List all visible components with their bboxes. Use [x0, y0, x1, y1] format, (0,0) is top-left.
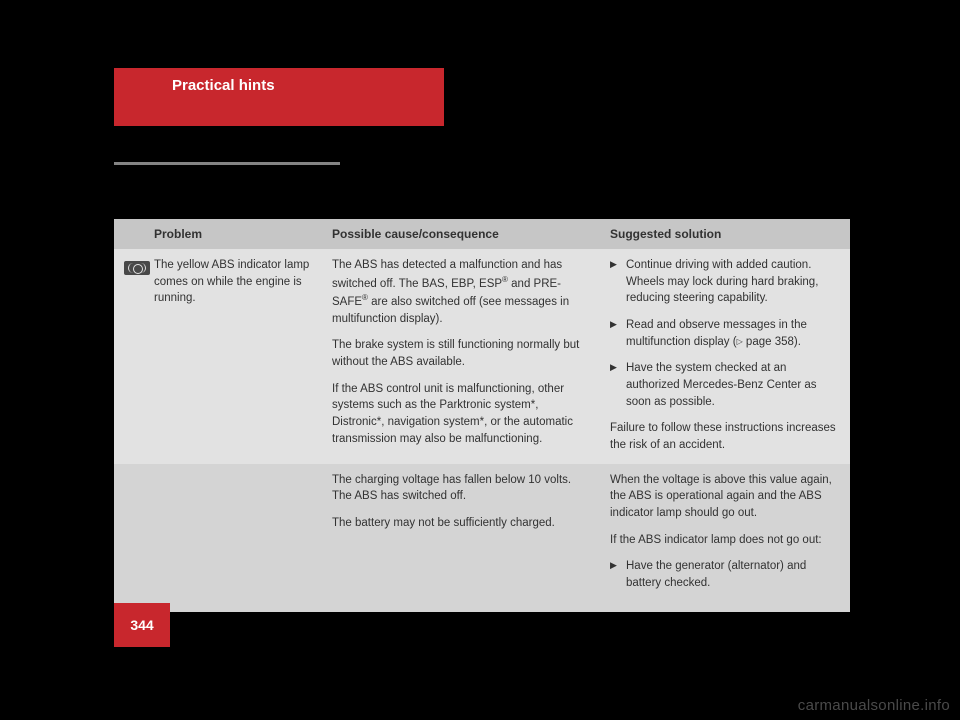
cell-solution: Continue driving with added caution. Whe…	[600, 249, 850, 464]
solution-paragraph: If the ABS indicator lamp does not go ou…	[610, 532, 840, 549]
solution-list: Have the generator (alternator) and batt…	[610, 558, 840, 591]
cell-problem-icon	[114, 249, 154, 464]
th-cause: Possible cause/consequence	[322, 219, 600, 249]
text: page 358).	[743, 336, 801, 348]
th-solution: Suggested solution	[600, 219, 850, 249]
solution-footer: Failure to follow these instructions inc…	[610, 420, 840, 453]
section-tab-label: Practical hints	[172, 77, 275, 94]
section-tab: Practical hints	[114, 68, 444, 126]
table-header-row: Problem Possible cause/consequence Sugge…	[114, 219, 850, 249]
cause-paragraph: The brake system is still functioning no…	[332, 337, 586, 370]
table-row: The yellow ABS indicator lamp comes on w…	[114, 249, 850, 464]
solution-list: Continue driving with added caution. Whe…	[610, 257, 840, 410]
th-problem: Problem	[154, 219, 322, 249]
cell-cause: The ABS has detected a malfunction and h…	[322, 249, 600, 464]
cause-paragraph: If the ABS control unit is malfunctionin…	[332, 381, 586, 448]
solution-item: Read and observe messages in the multifu…	[610, 317, 840, 350]
cell-solution: When the voltage is above this value aga…	[600, 464, 850, 612]
cause-paragraph: The battery may not be sufficiently char…	[332, 515, 586, 532]
cell-empty	[114, 464, 154, 612]
th-icon-spacer	[114, 219, 154, 249]
troubleshooting-table: Problem Possible cause/consequence Sugge…	[114, 219, 850, 612]
table-row: The charging voltage has fallen below 10…	[114, 464, 850, 612]
page-number-text: 344	[130, 617, 153, 633]
section-underline	[114, 162, 340, 165]
page-ref-icon: ▷	[737, 337, 743, 346]
cell-empty	[154, 464, 322, 612]
solution-item: Continue driving with added caution. Whe…	[610, 257, 840, 307]
cause-paragraph: The ABS has detected a malfunction and h…	[332, 257, 586, 327]
cause-paragraph: The charging voltage has fallen below 10…	[332, 472, 586, 505]
solution-paragraph: When the voltage is above this value aga…	[610, 472, 840, 522]
cell-problem: The yellow ABS indicator lamp comes on w…	[154, 249, 322, 464]
problem-text: The yellow ABS indicator lamp comes on w…	[154, 257, 312, 307]
page-number: 344	[114, 603, 170, 647]
abs-warning-icon	[124, 261, 150, 275]
watermark: carmanualsonline.info	[798, 697, 950, 714]
solution-item: Have the generator (alternator) and batt…	[610, 558, 840, 591]
text: are also switched off (see messages in m…	[332, 296, 569, 325]
cell-cause: The charging voltage has fallen below 10…	[322, 464, 600, 612]
solution-item: Have the system checked at an authorized…	[610, 360, 840, 410]
